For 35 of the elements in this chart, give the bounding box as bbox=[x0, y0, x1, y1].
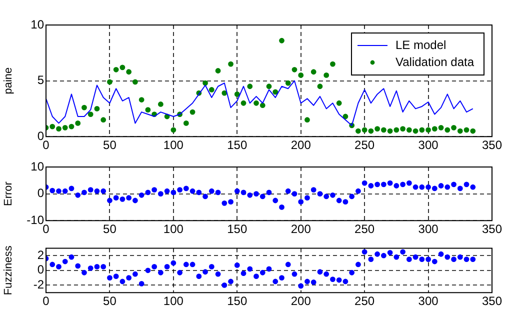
y-axis-title: Error bbox=[2, 181, 15, 206]
x-tick-label: 200 bbox=[290, 222, 312, 236]
y-axis-title: paine bbox=[2, 67, 15, 94]
x-tick-label: 300 bbox=[418, 138, 439, 152]
legend-label: LE model bbox=[395, 38, 446, 52]
x-tick-label: 100 bbox=[163, 294, 184, 308]
y-tick-label: 2 bbox=[37, 248, 44, 262]
x-tick-label: 50 bbox=[103, 138, 117, 152]
y-axis-title: Fuzziness bbox=[2, 245, 15, 296]
x-tick-label: 200 bbox=[290, 294, 312, 308]
x-tick-label: 50 bbox=[103, 222, 117, 236]
x-tick-label: 350 bbox=[482, 138, 502, 152]
x-tick-label: 150 bbox=[227, 138, 248, 152]
y-tick-label: 10 bbox=[30, 17, 44, 32]
x-tick-label: 50 bbox=[103, 294, 117, 308]
legend-label: Validation data bbox=[395, 54, 474, 69]
x-tick-label: 100 bbox=[163, 138, 184, 152]
y-tick-label: 0 bbox=[37, 262, 44, 277]
x-tick-label: 200 bbox=[290, 138, 312, 152]
x-tick-label: 350 bbox=[482, 294, 502, 308]
x-tick-label: 100 bbox=[163, 222, 184, 236]
y-tick-label: 0 bbox=[37, 128, 44, 143]
x-tick-label: 150 bbox=[227, 222, 248, 236]
x-tick-label: 250 bbox=[354, 138, 375, 152]
x-tick-label: 300 bbox=[418, 294, 439, 308]
y-tick-label: 0 bbox=[37, 186, 44, 200]
x-tick-label: 350 bbox=[482, 222, 502, 236]
y-tick-label: 5 bbox=[37, 73, 44, 88]
x-tick-label: 250 bbox=[354, 222, 375, 236]
y-tick-label: -10 bbox=[26, 212, 44, 227]
x-tick-label: 250 bbox=[354, 294, 375, 308]
x-tick-label: 300 bbox=[418, 222, 439, 236]
x-tick-label: 150 bbox=[227, 294, 248, 308]
y-tick-label: -2 bbox=[33, 278, 44, 292]
y-tick-label: 10 bbox=[30, 159, 44, 174]
